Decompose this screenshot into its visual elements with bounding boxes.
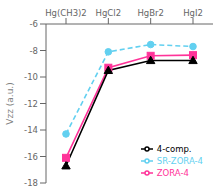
- svg-text:HgCl2: HgCl2: [96, 8, 122, 18]
- svg-text:-6: -6: [30, 19, 38, 29]
- svg-text:-10: -10: [24, 72, 38, 82]
- svg-text:-14: -14: [24, 125, 38, 135]
- html-text:ZORA-4: ZORA-4: [156, 167, 189, 178]
- html-text:SR-ZORA-4: SR-ZORA-4: [156, 155, 203, 166]
- html-text:4-comp.: 4-comp.: [156, 143, 192, 154]
- svg-text:HgBr2: HgBr2: [137, 8, 164, 18]
- svg-text:HgI2: HgI2: [183, 8, 203, 18]
- svg-text:-12: -12: [24, 99, 38, 109]
- svg-text:-18: -18: [24, 178, 38, 188]
- svg-text:Vzz (a.u.): Vzz (a.u.): [8, 82, 15, 124]
- svg-text:-16: -16: [24, 152, 38, 162]
- svg-text:Hg(CH3)2: Hg(CH3)2: [45, 8, 87, 18]
- svg-text:-8: -8: [30, 46, 38, 56]
